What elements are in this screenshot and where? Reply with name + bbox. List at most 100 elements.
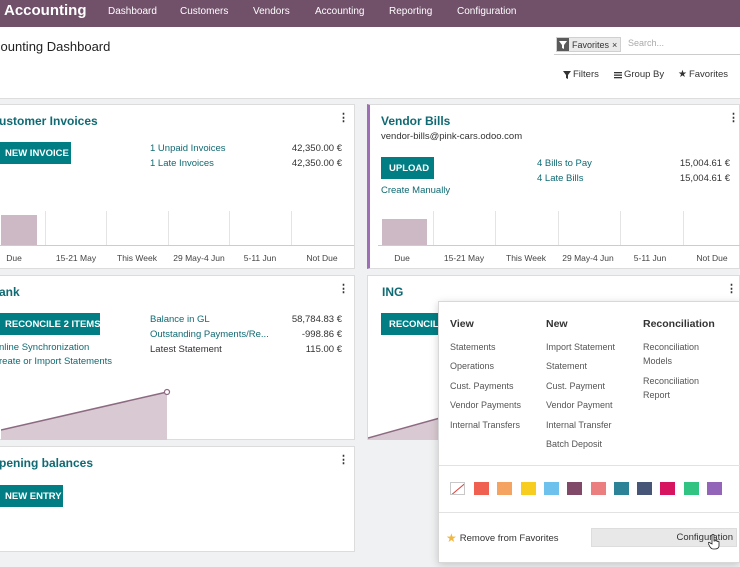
menu-item-new-internal-transfer[interactable]: Internal Transfer bbox=[546, 420, 612, 430]
color-swatch[interactable] bbox=[567, 482, 583, 495]
dropdown-divider bbox=[439, 465, 740, 466]
menu-dashboard[interactable]: Dashboard bbox=[108, 6, 157, 17]
chart-label-15-21-may: 15-21 May bbox=[443, 253, 485, 263]
menu-item-operations[interactable]: Operations bbox=[450, 361, 495, 371]
remove-favorites-link[interactable]: ★ Remove from Favorites bbox=[446, 531, 559, 545]
outstanding-payments-link[interactable]: Outstanding Payments/Re... bbox=[150, 329, 269, 340]
late-bills-amount: 15,004.61 € bbox=[679, 173, 730, 184]
menu-accounting[interactable]: Accounting bbox=[315, 6, 365, 17]
chart-bar-due[interactable] bbox=[382, 219, 427, 245]
dropdown-heading-view: View bbox=[450, 318, 474, 330]
menu-item-new-vendor-payment[interactable]: Vendor Payment bbox=[546, 400, 613, 410]
create-manually-link[interactable]: Create Manually bbox=[381, 185, 451, 196]
color-swatch[interactable] bbox=[637, 482, 653, 495]
reconcile-items-button[interactable]: RECONCILE 2 ITEMS bbox=[0, 313, 101, 335]
menu-item-statements[interactable]: Statements bbox=[450, 342, 496, 352]
filters-label: Filters bbox=[573, 69, 599, 80]
kebab-menu-icon[interactable]: ⋮ bbox=[726, 283, 737, 295]
new-invoice-button[interactable]: NEW INVOICE bbox=[0, 142, 71, 164]
menu-item-vendor-payments[interactable]: Vendor Payments bbox=[450, 400, 522, 410]
card-title[interactable]: Vendor Bills bbox=[381, 114, 451, 128]
color-swatch-none[interactable] bbox=[450, 482, 465, 495]
kebab-menu-icon[interactable]: ⋮ bbox=[338, 454, 349, 466]
facet-label: Favorites bbox=[572, 39, 610, 50]
new-entry-button[interactable]: NEW ENTRY bbox=[0, 485, 63, 507]
color-swatch[interactable] bbox=[707, 482, 722, 495]
color-swatch[interactable] bbox=[497, 482, 513, 495]
color-swatch[interactable] bbox=[520, 482, 536, 495]
hand-cursor-icon bbox=[708, 534, 720, 550]
filter-icon bbox=[557, 38, 569, 51]
card-title[interactable]: ank bbox=[0, 285, 20, 299]
chart-gridline bbox=[683, 211, 684, 245]
chart-label-not-due: Not Due bbox=[696, 253, 728, 263]
dropdown-divider bbox=[439, 512, 740, 513]
search-bar: Favorites × bbox=[554, 35, 740, 55]
card-title[interactable]: ING bbox=[382, 285, 404, 299]
group-by-button[interactable]: Group By bbox=[614, 69, 664, 80]
ing-balance-chart[interactable] bbox=[368, 416, 440, 440]
late-invoices-link[interactable]: 1 Late Invoices bbox=[150, 158, 214, 169]
chart-gridline bbox=[229, 211, 230, 245]
bills-chart[interactable] bbox=[378, 211, 740, 246]
latest-statement-amount: 115.00 € bbox=[305, 344, 342, 355]
favorites-label: Favorites bbox=[688, 69, 729, 80]
color-swatch[interactable] bbox=[613, 482, 629, 495]
app-brand[interactable]: Accounting bbox=[4, 2, 87, 19]
menu-item-reconciliation-models[interactable]: Reconciliation Models bbox=[643, 342, 700, 366]
menu-configuration[interactable]: Configuration bbox=[457, 6, 517, 17]
kebab-menu-icon[interactable]: ⋮ bbox=[338, 283, 349, 295]
unpaid-invoices-amount: 42,350.00 € bbox=[291, 143, 342, 154]
color-swatch[interactable] bbox=[474, 482, 489, 495]
kebab-menu-icon[interactable]: ⋮ bbox=[338, 112, 349, 124]
import-statements-link[interactable]: reate or Import Statements bbox=[0, 356, 112, 367]
facet-remove-icon[interactable]: × bbox=[612, 39, 618, 50]
menu-vendors[interactable]: Vendors bbox=[253, 6, 290, 17]
outstanding-payments-amount: -998.86 € bbox=[301, 329, 342, 340]
menu-customers[interactable]: Customers bbox=[180, 6, 229, 17]
search-input[interactable] bbox=[628, 38, 736, 48]
card-dropdown-menu: View Statements Operations Cust. Payment… bbox=[438, 301, 740, 563]
card-title[interactable]: ustomer Invoices bbox=[0, 114, 98, 128]
bills-to-pay-amount: 15,004.61 € bbox=[679, 158, 730, 169]
menu-item-reconciliation-report[interactable]: Reconciliation Report bbox=[643, 376, 700, 400]
chart-label-not-due: Not Due bbox=[306, 253, 338, 263]
menu-item-import-statement[interactable]: Import Statement bbox=[546, 342, 616, 352]
balance-in-gl-link[interactable]: Balance in GL bbox=[150, 314, 210, 325]
reconcile-button[interactable]: RECONCILE bbox=[381, 313, 449, 335]
configuration-button[interactable]: Configuration bbox=[591, 528, 737, 547]
invoices-chart[interactable] bbox=[0, 211, 354, 246]
filters-button[interactable]: Filters bbox=[563, 69, 599, 80]
customer-invoices-card: ustomer Invoices ⋮ NEW INVOICE 1 Unpaid … bbox=[0, 104, 355, 269]
chart-bar-due[interactable] bbox=[1, 215, 37, 245]
late-bills-link[interactable]: 4 Late Bills bbox=[537, 173, 584, 184]
unpaid-invoices-link[interactable]: 1 Unpaid Invoices bbox=[150, 143, 226, 154]
bills-to-pay-link[interactable]: 4 Bills to Pay bbox=[537, 158, 592, 169]
favorites-button[interactable]: ★ Favorites bbox=[678, 69, 728, 80]
chart-label-5-11-jun: 5-11 Jun bbox=[633, 253, 667, 263]
card-title[interactable]: pening balances bbox=[0, 456, 94, 470]
menu-item-cust-payments[interactable]: Cust. Payments bbox=[450, 381, 514, 391]
chart-gridline bbox=[168, 211, 169, 245]
search-facet-favorites: Favorites × bbox=[556, 37, 622, 52]
kebab-menu-icon[interactable]: ⋮ bbox=[728, 112, 739, 124]
menu-reporting[interactable]: Reporting bbox=[389, 6, 433, 17]
color-swatch[interactable] bbox=[543, 482, 559, 495]
menu-item-new-cust-payment[interactable]: Cust. Payment bbox=[546, 381, 606, 391]
dropdown-heading-reconciliation: Reconciliation bbox=[643, 318, 715, 330]
bank-balance-chart[interactable] bbox=[1, 386, 171, 440]
balance-in-gl-amount: 58,784.83 € bbox=[291, 314, 342, 325]
chart-label-due: Due bbox=[394, 253, 410, 263]
menu-item-internal-transfers[interactable]: Internal Transfers bbox=[450, 420, 521, 430]
color-swatch[interactable] bbox=[683, 482, 699, 495]
dropdown-heading-new: New bbox=[546, 318, 568, 330]
upload-button[interactable]: UPLOAD bbox=[381, 157, 434, 179]
menu-item-batch-deposit[interactable]: Batch Deposit bbox=[546, 439, 603, 449]
chart-gridline bbox=[433, 211, 434, 245]
color-swatch[interactable] bbox=[660, 482, 676, 495]
online-synchronization-link[interactable]: nline Synchronization bbox=[0, 342, 90, 353]
color-swatch[interactable] bbox=[590, 482, 606, 495]
chart-label-15-21-may: 15-21 May bbox=[55, 253, 97, 263]
menu-item-new-statement[interactable]: Statement bbox=[546, 361, 588, 371]
bank-card: ank ⋮ RECONCILE 2 ITEMS nline Synchroniz… bbox=[0, 275, 355, 440]
